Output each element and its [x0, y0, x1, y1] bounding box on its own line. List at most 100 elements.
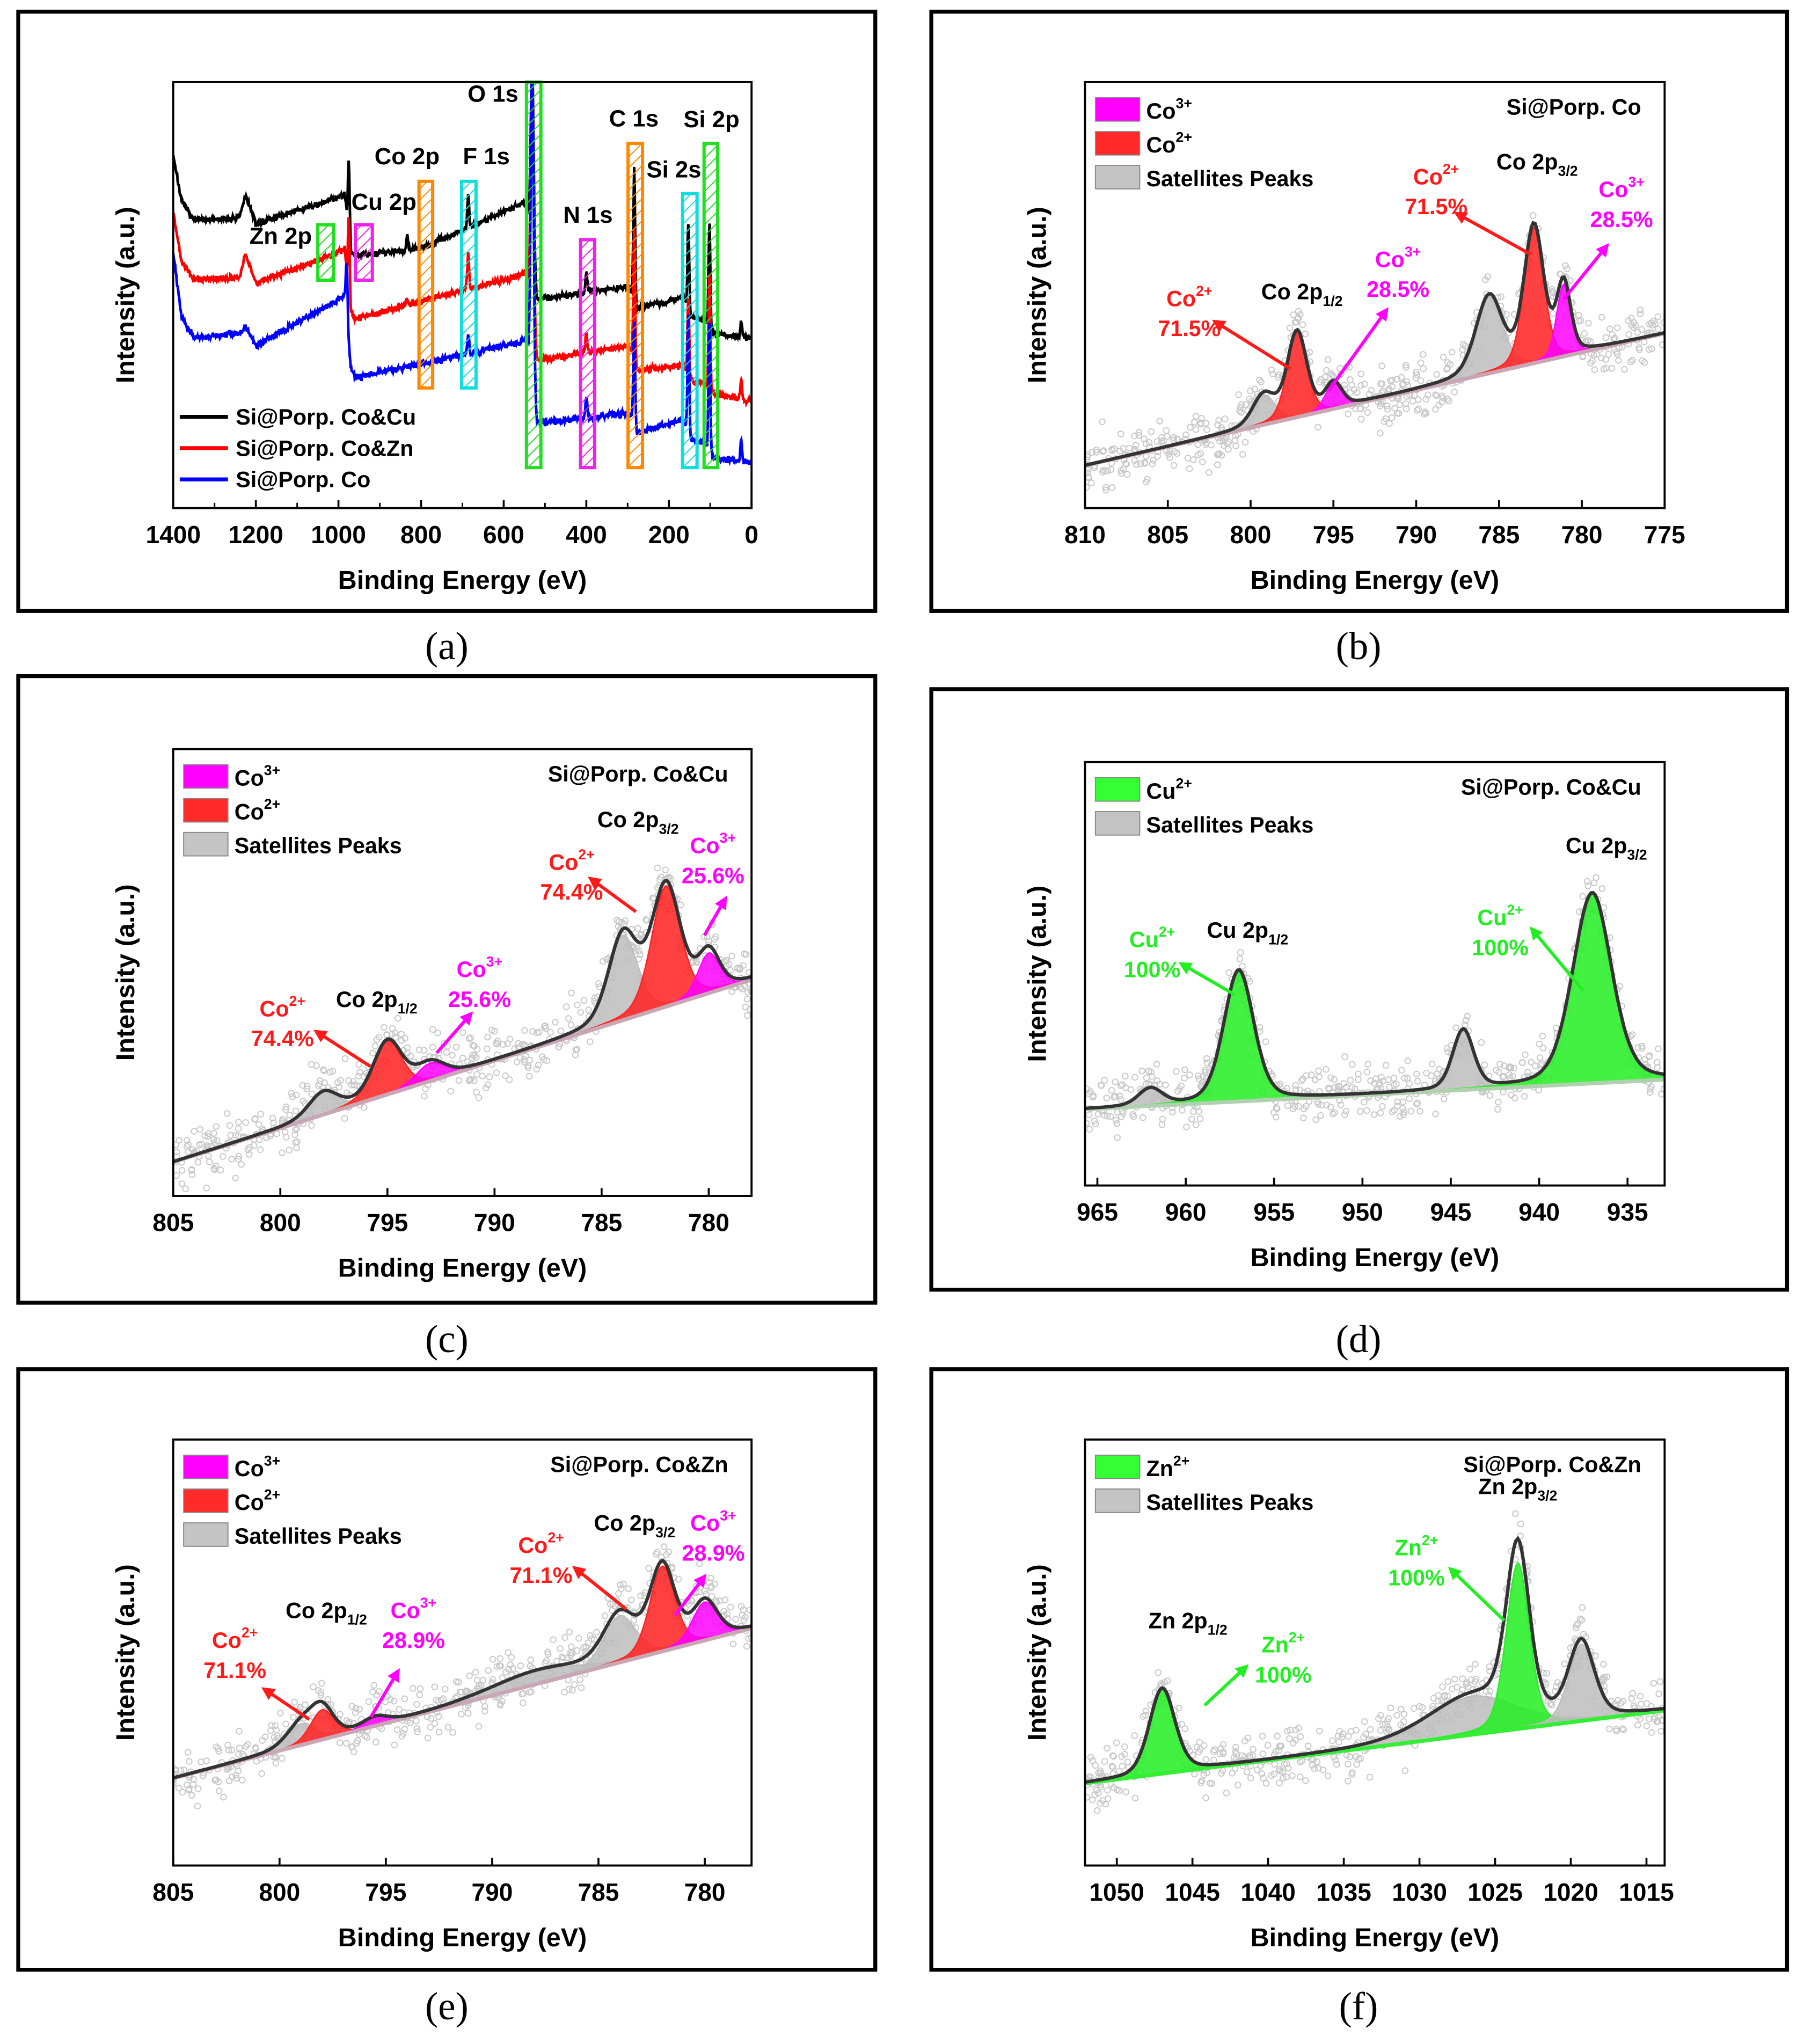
data-point: [574, 1001, 581, 1009]
annotation-sup: 2+: [289, 993, 305, 1009]
data-point: [1159, 1115, 1166, 1123]
x-tick-label-text: 790: [1396, 521, 1437, 549]
data-point: [1637, 310, 1644, 317]
annotation-percent-text: 100%: [1388, 1566, 1445, 1590]
data-point: [1385, 385, 1393, 392]
x-tick-label-text: 945: [1430, 1198, 1472, 1226]
data-point: [1361, 381, 1368, 388]
data-point: [615, 1590, 622, 1597]
data-point: [479, 1072, 486, 1080]
data-point: [199, 1772, 207, 1779]
legend-item: Cu2+: [1094, 775, 1192, 804]
data-point: [1445, 397, 1452, 405]
data-point: [729, 1640, 737, 1647]
data-point: [1309, 1762, 1316, 1769]
data-point: [1312, 1116, 1319, 1123]
peak-label-sub: 3/2: [659, 821, 678, 837]
data-point: [1382, 1720, 1389, 1728]
data-point: [500, 1041, 507, 1048]
data-point: [337, 1711, 344, 1718]
x-tick-label: 800: [259, 1878, 300, 1906]
data-point: [1396, 1113, 1404, 1120]
data-point: [1336, 1728, 1343, 1735]
data-point: [497, 1700, 504, 1707]
data-point: [1224, 440, 1231, 447]
data-point: [1302, 330, 1309, 338]
data-point: [1410, 1705, 1418, 1712]
data-point: [1605, 351, 1612, 358]
legend-item: Co3+: [1094, 95, 1192, 123]
data-point: [742, 951, 750, 958]
data-point: [1137, 460, 1144, 468]
data-point: [458, 1711, 465, 1718]
x-tick-label: 1030: [1392, 1878, 1447, 1906]
annotation-ion-text: Cu: [1477, 905, 1507, 930]
data-point: [1331, 1109, 1338, 1116]
data-point: [1346, 376, 1354, 383]
data-point: [238, 1160, 245, 1168]
legend-text: Co: [1146, 133, 1176, 157]
data-point: [292, 1126, 299, 1134]
x-tick-label: 785: [1478, 521, 1520, 549]
data-point: [634, 925, 641, 932]
data-point: [1275, 1747, 1282, 1754]
region-box: [459, 179, 478, 390]
data-point: [1441, 1692, 1448, 1699]
data-point: [420, 1047, 428, 1054]
data-point: [1191, 419, 1198, 426]
legend-sup: 2+: [264, 796, 280, 812]
peak-label: Co 2p1/2: [286, 1598, 367, 1627]
data-point: [1345, 410, 1352, 418]
data-point: [609, 1607, 616, 1614]
data-point: [1648, 1729, 1655, 1736]
legend-item: Satellites Peaks: [1094, 1488, 1313, 1515]
data-point: [1402, 361, 1409, 369]
peak-label-sub: 3/2: [1537, 1488, 1557, 1504]
data-point: [391, 1741, 398, 1749]
y-axis-label: Intensity (a.u.): [111, 207, 140, 383]
data-point: [388, 1031, 396, 1038]
data-point: [1317, 1112, 1324, 1119]
data-point: [707, 1574, 714, 1582]
annotation-ion: Co3+: [690, 1507, 736, 1535]
data-point: [373, 1739, 379, 1746]
data-point: [1222, 415, 1229, 422]
data-point: [1142, 1707, 1150, 1715]
data-point: [542, 1022, 549, 1030]
data-point: [1173, 435, 1181, 442]
panel-title-text: Si@Porp. Co&Cu: [1461, 775, 1641, 799]
peak-label-sub: 1/2: [347, 1612, 367, 1628]
data-point: [1646, 1089, 1654, 1096]
peak-label-sub: 3/2: [1627, 847, 1647, 863]
x-tick-label: 1050: [1089, 1878, 1144, 1906]
data-point: [1654, 1718, 1662, 1725]
peak-label: Co 2p3/2: [1496, 150, 1578, 179]
data-point: [1186, 424, 1194, 431]
annotation-percent-text: 25.6%: [448, 987, 511, 1012]
data-point: [1384, 406, 1391, 413]
data-point: [1598, 885, 1606, 892]
data-point: [595, 980, 602, 987]
data-point: [481, 1707, 488, 1714]
x-tick-label: 805: [152, 1209, 194, 1237]
annotation-ion-text: Co: [457, 957, 486, 982]
y-axis-label-text: Intensity (a.u.): [1023, 207, 1052, 383]
data-point: [1608, 364, 1616, 372]
data-point: [203, 1184, 210, 1192]
region-box: [626, 142, 645, 470]
data-point: [1305, 1742, 1312, 1750]
data-point: [232, 1775, 240, 1782]
data-point: [1529, 212, 1537, 219]
data-point: [1103, 1094, 1111, 1101]
x-tick-label-text: 940: [1518, 1198, 1560, 1226]
data-point: [1089, 1797, 1096, 1804]
data-point: [1347, 1077, 1354, 1084]
data-point: [1420, 365, 1427, 372]
data-point: [1170, 436, 1177, 443]
panel-title-text: Si@Porp. Co&Cu: [548, 762, 728, 786]
data-point: [282, 1720, 289, 1728]
data-point: [1366, 1773, 1374, 1781]
data-point: [455, 1077, 463, 1084]
data-point: [1357, 382, 1364, 389]
annotation: Co2+ 71.1%: [510, 1530, 627, 1611]
